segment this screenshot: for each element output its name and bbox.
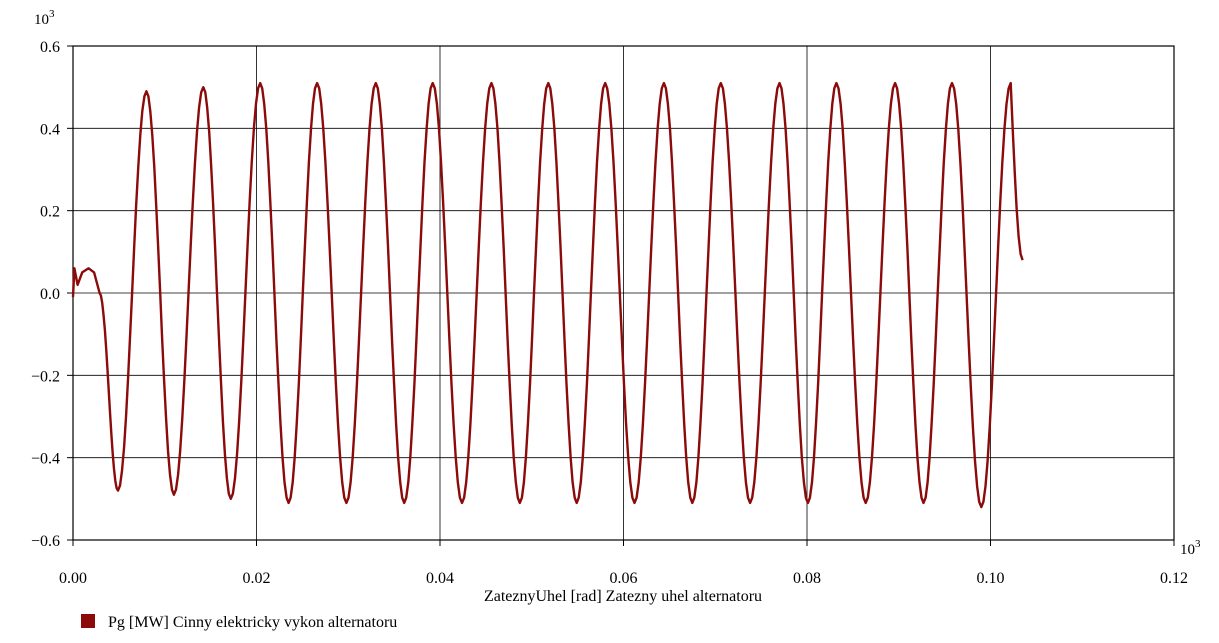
series-line-pg: [71, 81, 1024, 509]
series-layer: [71, 81, 1024, 509]
y-tick-labels: 0.6 0.4 0.2 0.0 −0.2 −0.4 −0.6: [31, 39, 60, 550]
x-multiplier-exp: 3: [1195, 538, 1201, 550]
y-tick-label: −0.4: [31, 451, 60, 468]
legend-swatch: [81, 614, 95, 628]
legend-label: Pg [MW] Cinny elektricky vykon alternato…: [108, 614, 397, 631]
x-multiplier-base: 10: [1180, 542, 1195, 558]
x-tick-label: 0.06: [610, 570, 638, 587]
x-tick-label: 0.08: [793, 570, 821, 587]
y-multiplier-exp: 3: [49, 8, 55, 20]
x-tick-label: 0.10: [977, 570, 1005, 587]
x-tick-label: 0.12: [1160, 570, 1188, 587]
x-multiplier-label: 103: [1180, 538, 1201, 558]
x-axis-label: ZateznyUhel [rad] Zatezny uhel alternato…: [484, 588, 762, 605]
y-tick-label: 0.2: [40, 204, 60, 221]
x-tick-label: 0.04: [426, 570, 454, 587]
y-tick-label: −0.6: [31, 533, 60, 550]
y-tick-label: 0.4: [40, 121, 60, 138]
y-tick-label: 0.0: [40, 286, 60, 303]
y-tick-label: −0.2: [31, 368, 60, 385]
x-tick-label: 0.00: [59, 570, 87, 587]
x-tick-labels: 0.00 0.02 0.04 0.06 0.08 0.10 0.12: [59, 570, 1188, 587]
y-multiplier-base: 10: [34, 12, 49, 28]
x-tick-label: 0.02: [243, 570, 271, 587]
legend: Pg [MW] Cinny elektricky vykon alternato…: [81, 614, 397, 631]
y-tick-label: 0.6: [40, 39, 60, 56]
y-multiplier-label: 103: [34, 8, 55, 28]
